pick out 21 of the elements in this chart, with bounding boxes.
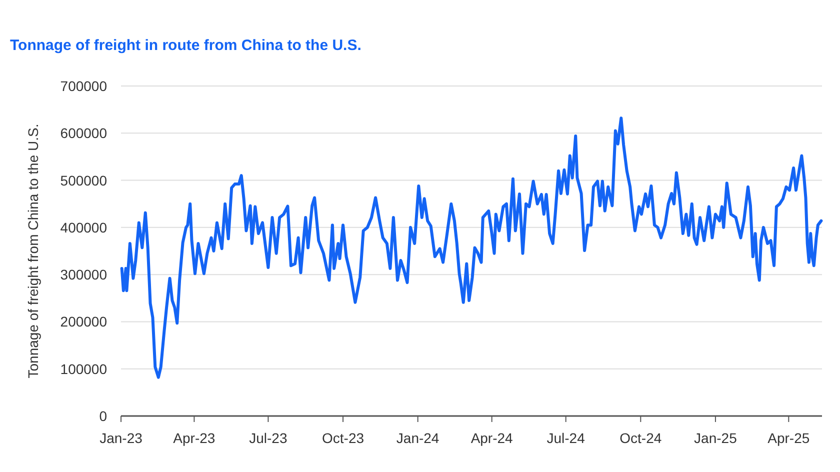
y-tick-label: 0 xyxy=(99,408,108,424)
y-tick-label: 100000 xyxy=(60,360,108,377)
x-tick-label: Jul-23 xyxy=(249,430,288,446)
y-tick-label: 600000 xyxy=(60,125,108,142)
x-tick-label: Jan-25 xyxy=(694,430,738,446)
line-series xyxy=(120,116,823,379)
x-tick-label: Apr-24 xyxy=(470,430,514,446)
y-axis-title: Tonnage of freight from China to the U.S. xyxy=(25,124,41,378)
y-tick-label: 700000 xyxy=(60,78,108,94)
x-tick-label: Jul-24 xyxy=(546,430,586,446)
y-tick-label: 200000 xyxy=(60,314,108,330)
x-tick-label: Oct-24 xyxy=(620,430,662,446)
y-tick-label: 400000 xyxy=(60,219,108,236)
x-tick-label: Jan-24 xyxy=(396,430,440,446)
y-tick-label: 500000 xyxy=(60,172,108,188)
chart-title: Tonnage of freight in route from China to the U.S. xyxy=(10,37,362,54)
x-tick-label: Oct-23 xyxy=(322,430,364,446)
x-tick-label: Apr-25 xyxy=(768,430,810,446)
x-tick-label: Jan-23 xyxy=(100,430,143,446)
y-tick-label: 300000 xyxy=(60,266,108,283)
x-tick-label: Apr-23 xyxy=(173,430,216,446)
